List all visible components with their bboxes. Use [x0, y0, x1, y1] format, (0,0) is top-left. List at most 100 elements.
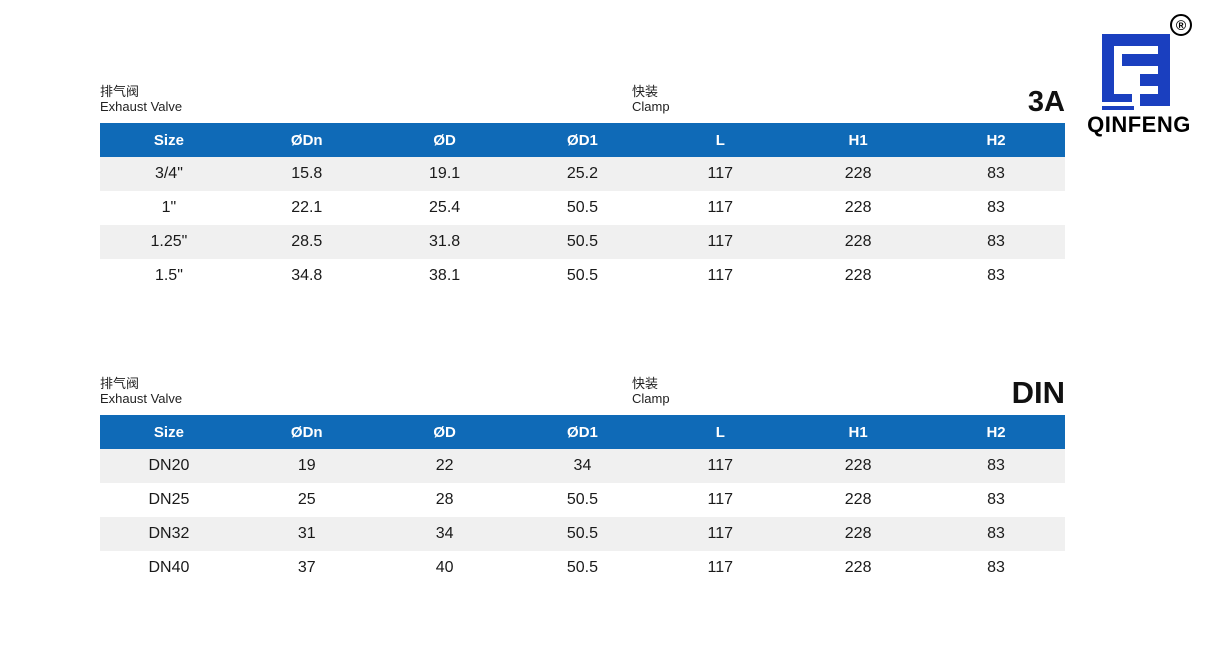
- table-cell: 117: [707, 199, 734, 216]
- table-cell: 117: [651, 449, 790, 483]
- table-cell: 1": [161, 199, 177, 216]
- table-cell: 25: [297, 491, 316, 508]
- table-header-row: Size ØDn ØD ØD1 L H1 H2: [100, 123, 1065, 157]
- table-cell: 3/4": [100, 157, 238, 191]
- table-cell: 34: [375, 517, 514, 551]
- spec-table: Size ØDn ØD ØD1 L H1 H2 DN20 19 22 34 11…: [100, 415, 1065, 585]
- column-header: ØD1: [513, 415, 652, 449]
- column-header: H2: [927, 123, 1065, 157]
- column-header: ØD: [375, 415, 514, 449]
- table-header-row: Size ØDn ØD ØD1 L H1 H2: [100, 415, 1065, 449]
- table-cell: 38.1: [429, 267, 461, 284]
- table-row: 1" 22.1 25.4 50.5 117 228 83: [100, 191, 1065, 225]
- table-cell: 83: [987, 199, 1005, 216]
- table-cell: DN32: [100, 517, 238, 551]
- table-cell: DN25: [148, 491, 190, 508]
- table-row: 1.5" 34.8 38.1 50.5 117 228 83: [100, 259, 1065, 293]
- connection-caption: 快装 Clamp: [632, 84, 670, 114]
- column-header: H2: [927, 415, 1065, 449]
- connection-en: Clamp: [632, 99, 670, 114]
- table-cell: 28.5: [237, 225, 376, 259]
- table-cell: 50.5: [513, 225, 652, 259]
- table-cell: 117: [707, 491, 734, 508]
- connection-en: Clamp: [632, 391, 670, 406]
- table-cell: 117: [651, 157, 790, 191]
- table-cell: 83: [987, 559, 1005, 576]
- product-name-cn: 排气阀: [100, 84, 140, 99]
- table-cell: 50.5: [566, 491, 599, 508]
- connection-caption: 快装 Clamp: [632, 376, 670, 406]
- brand-name: QINFENG: [1087, 112, 1191, 137]
- table-row: DN40 37 40 50.5 117 228 83: [100, 551, 1065, 585]
- table-cell: 228: [789, 517, 928, 551]
- product-name-en: Exhaust Valve: [100, 391, 183, 406]
- column-header: L: [651, 415, 790, 449]
- table-cell: 19.1: [375, 157, 514, 191]
- table-cell: 19: [237, 449, 376, 483]
- table-cell: 83: [927, 517, 1065, 551]
- table-cell: 31: [237, 517, 376, 551]
- table-cell: 22: [375, 449, 514, 483]
- table-cell: 83: [987, 491, 1005, 508]
- column-header: ØDn: [237, 415, 376, 449]
- table-row: DN32 31 34 50.5 117 228 83: [100, 517, 1065, 551]
- table-cell: 50.5: [566, 199, 599, 216]
- spec-table: Size ØDn ØD ØD1 L H1 H2 3/4" 15.8 19.1 2…: [100, 123, 1065, 293]
- table-cell: 25.4: [429, 199, 461, 216]
- table-cell: 228: [844, 491, 872, 508]
- table-row: DN25 25 28 50.5 117 228 83: [100, 483, 1065, 517]
- table-cell: 117: [707, 559, 734, 576]
- product-caption: 排气阀 Exhaust Valve: [100, 376, 182, 406]
- table-cell: 83: [927, 225, 1065, 259]
- connection-cn: 快装: [632, 84, 659, 99]
- qinfeng-logo-mark: [1102, 34, 1170, 110]
- connection-cn: 快装: [632, 376, 659, 391]
- table-row: 3/4" 15.8 19.1 25.2 117 228 83: [100, 157, 1065, 191]
- table-row: 1.25" 28.5 31.8 50.5 117 228 83: [100, 225, 1065, 259]
- column-header: Size: [100, 123, 238, 157]
- table-cell: 228: [844, 559, 872, 576]
- product-caption: 排气阀 Exhaust Valve: [100, 84, 182, 114]
- table-cell: 228: [844, 267, 872, 284]
- table-cell: 28: [435, 491, 454, 508]
- column-header: ØDn: [237, 123, 376, 157]
- table-cell: DN40: [148, 559, 190, 576]
- column-header: ØD: [375, 123, 514, 157]
- table-cell: 83: [987, 267, 1005, 284]
- column-header: ØD1: [513, 123, 652, 157]
- table-cell: 117: [651, 225, 790, 259]
- table-cell: 50.5: [513, 517, 652, 551]
- table-cell: 117: [707, 267, 734, 284]
- table-cell: 15.8: [237, 157, 376, 191]
- table-row: DN20 19 22 34 117 228 83: [100, 449, 1065, 483]
- column-header: Size: [100, 415, 238, 449]
- column-header: H1: [789, 123, 928, 157]
- table-cell: 31.8: [375, 225, 514, 259]
- table-cell: 50.5: [566, 559, 599, 576]
- table-cell: 25.2: [513, 157, 652, 191]
- table-cell: 1.5": [154, 267, 183, 284]
- table-cell: 83: [927, 157, 1065, 191]
- column-header: H1: [789, 415, 928, 449]
- table-cell: 228: [844, 199, 872, 216]
- standard-label: DIN: [1011, 375, 1065, 410]
- table-cell: 83: [927, 449, 1065, 483]
- standard-label: 3A: [1027, 86, 1065, 118]
- registered-mark: ®: [1170, 14, 1192, 36]
- column-header: L: [651, 123, 790, 157]
- product-name-en: Exhaust Valve: [100, 99, 183, 114]
- table-cell: 50.5: [566, 267, 599, 284]
- table-cell: 228: [789, 449, 928, 483]
- table-cell: 228: [789, 225, 928, 259]
- table-cell: 37: [297, 559, 316, 576]
- table-cell: 228: [789, 157, 928, 191]
- table-cell: DN20: [100, 449, 238, 483]
- table-cell: 1.25": [100, 225, 238, 259]
- brand-logo: ® QINFENG: [1072, 12, 1206, 137]
- table-cell: 117: [651, 517, 790, 551]
- table-cell: 34.8: [291, 267, 323, 284]
- table-cell: 34: [513, 449, 652, 483]
- table-cell: 22.1: [291, 199, 323, 216]
- product-name-cn: 排气阀: [100, 376, 140, 391]
- table-cell: 40: [435, 559, 454, 576]
